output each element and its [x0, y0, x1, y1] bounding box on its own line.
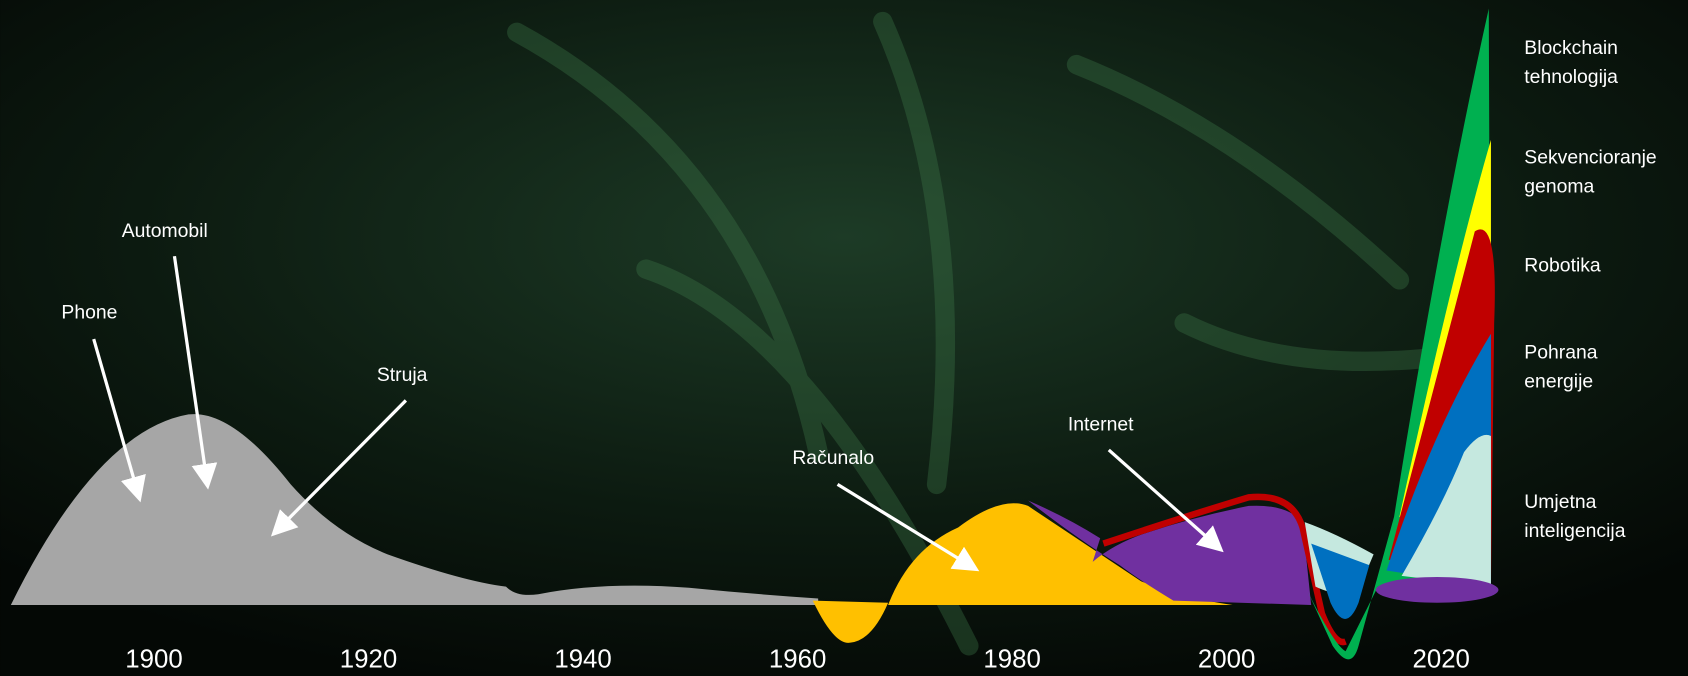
legend-label: Blockchain — [1524, 37, 1618, 59]
annotation: Phone — [61, 302, 117, 324]
slide: Phone Automobil Struja Računalo Internet… — [0, 0, 1688, 676]
legend-label: Sekvencioranje — [1524, 147, 1656, 169]
annotation: Automobil — [122, 220, 208, 242]
year-label: 1920 — [340, 645, 397, 673]
year-label: 1940 — [554, 645, 611, 673]
year-label: 1980 — [983, 645, 1040, 673]
legend-label: inteligencija — [1524, 520, 1625, 542]
legend-label: genoma — [1524, 176, 1594, 198]
annotation: Računalo — [792, 447, 874, 469]
legend-label: tehnologija — [1524, 66, 1618, 88]
annotation: Internet — [1068, 414, 1134, 436]
purple-base — [1376, 577, 1499, 603]
year-label: 2020 — [1412, 645, 1469, 673]
legend-label: Pohrana — [1524, 341, 1597, 363]
year-label: 1900 — [125, 645, 182, 673]
legend-label: Robotika — [1524, 254, 1601, 276]
legend-label: energije — [1524, 371, 1593, 393]
annotation: Struja — [377, 364, 428, 386]
year-label: 1960 — [769, 645, 826, 673]
legend-label: Umjetna — [1524, 491, 1596, 513]
year-label: 2000 — [1198, 645, 1255, 673]
